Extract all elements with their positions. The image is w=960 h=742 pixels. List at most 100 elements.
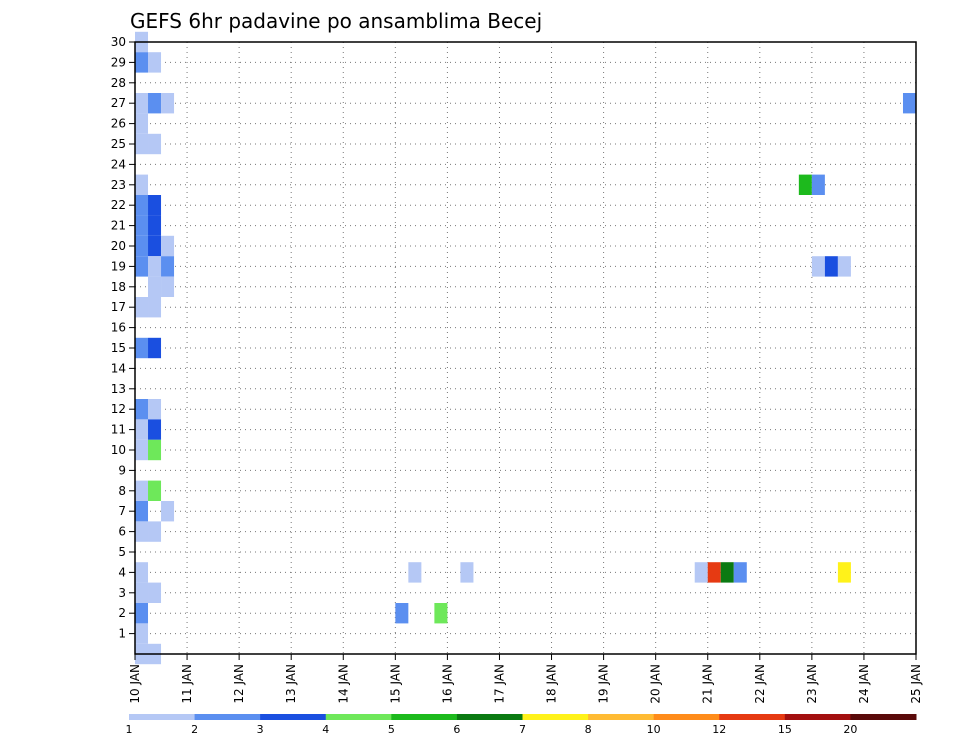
- y-tick-label: 30: [111, 35, 126, 49]
- heatmap-cell: [135, 623, 149, 644]
- heatmap-cell: [460, 562, 474, 583]
- y-tick-label: 5: [118, 545, 126, 559]
- y-tick-label: 7: [118, 504, 126, 518]
- y-tick-label: 28: [111, 76, 126, 90]
- x-tick-label: 16 JAN: [440, 664, 454, 704]
- heatmap-cell: [148, 256, 162, 277]
- heatmap-cell: [161, 235, 175, 257]
- legend-label: 6: [453, 723, 460, 736]
- y-tick-label: 20: [111, 239, 126, 253]
- legend-label: 1: [126, 723, 133, 736]
- x-tick-label: 11 JAN: [180, 664, 194, 704]
- y-tick-label: 8: [118, 484, 126, 498]
- heatmap-cell: [135, 52, 149, 73]
- heatmap-cell: [707, 562, 721, 583]
- legend-swatch: [719, 714, 786, 720]
- x-tick-label: 20 JAN: [649, 664, 663, 704]
- y-tick-label: 6: [118, 525, 126, 539]
- heatmap-cell: [161, 501, 175, 522]
- legend-swatch: [260, 714, 327, 720]
- y-tick-label: 1: [118, 627, 126, 641]
- y-tick-label: 16: [111, 321, 126, 335]
- color-legend: 1 2 3 4 5 6 7 8 10 12 15 20: [126, 714, 917, 736]
- heatmap-cell: [148, 195, 162, 216]
- heatmap-cell: [811, 174, 825, 195]
- legend-swatch: [784, 714, 851, 720]
- y-tick-label: 9: [118, 463, 126, 477]
- heatmap-cell: [135, 195, 149, 216]
- grid-lines: [135, 42, 916, 654]
- x-tick-label: 23 JAN: [805, 664, 819, 704]
- y-tick-label: 2: [118, 606, 126, 620]
- x-tick-label: 10 JAN: [128, 664, 142, 704]
- y-tick-label: 26: [111, 117, 126, 131]
- heatmap-cell: [837, 562, 851, 583]
- heatmap-cell: [720, 562, 734, 583]
- heatmap-cell: [148, 337, 162, 359]
- heatmap-cell: [148, 419, 162, 440]
- legend-label: 10: [647, 723, 661, 736]
- y-tick-label: 22: [111, 198, 126, 212]
- heatmap-cell: [135, 174, 149, 195]
- legend-label: 8: [585, 723, 592, 736]
- x-axis-ticks: 10 JAN 11 JAN 12 JAN 13 JAN 14 JAN 15 JAN 16 J…: [128, 654, 923, 704]
- heatmap-cell: [148, 93, 162, 114]
- legend-label: 20: [843, 723, 857, 736]
- heatmap-cell: [135, 439, 149, 461]
- y-tick-label: 21: [111, 219, 126, 233]
- heatmap-cell: [148, 439, 162, 461]
- x-tick-label: 15 JAN: [388, 664, 402, 704]
- legend-swatch: [325, 714, 392, 720]
- y-tick-label: 3: [118, 586, 126, 600]
- heatmap-cell: [135, 501, 149, 522]
- legend-label: 15: [778, 723, 792, 736]
- x-tick-label: 19 JAN: [597, 664, 611, 704]
- heatmap-cell: [135, 256, 149, 277]
- legend-swatch: [194, 714, 261, 720]
- y-tick-label: 14: [111, 361, 126, 375]
- legend-swatch: [850, 714, 917, 720]
- heatmap-cell: [135, 337, 149, 359]
- heatmap-cell: [148, 582, 162, 603]
- y-tick-label: 4: [118, 565, 126, 579]
- heatmap-cell: [161, 256, 175, 277]
- heatmap-cell: [694, 562, 708, 583]
- heatmap-cell: [135, 297, 149, 318]
- heatmap-cell: [148, 276, 162, 297]
- heatmap-cell: [161, 276, 175, 297]
- y-tick-label: 23: [111, 178, 126, 192]
- heatmap-cell: [811, 256, 825, 277]
- x-tick-label: 22 JAN: [753, 664, 767, 704]
- heatmap-cell: [135, 113, 149, 134]
- y-tick-label: 15: [111, 341, 126, 355]
- x-tick-label: 12 JAN: [232, 664, 246, 704]
- heatmap-cell: [135, 603, 149, 624]
- y-tick-label: 10: [111, 443, 126, 457]
- heatmap-cell: [148, 215, 162, 236]
- heatmap-cell: [135, 562, 149, 583]
- heatmap-cell: [733, 562, 747, 583]
- heatmap-cell: [135, 521, 149, 542]
- legend-label: 5: [388, 723, 395, 736]
- x-tick-label: 18 JAN: [545, 664, 559, 704]
- y-tick-label: 24: [111, 157, 126, 171]
- heatmap-cell: [395, 603, 409, 624]
- y-tick-label: 17: [111, 300, 126, 314]
- x-tick-label: 25 JAN: [909, 664, 923, 704]
- heatmap-cell: [434, 603, 448, 624]
- legend-swatch: [653, 714, 720, 720]
- heatmap-cell: [135, 399, 149, 420]
- heatmap-cell: [135, 480, 149, 501]
- heatmap-cell: [902, 93, 916, 114]
- heatmap-cell: [135, 235, 149, 257]
- chart-title: GEFS 6hr padavine po ansamblima Becej: [130, 9, 542, 33]
- legend-label: 2: [191, 723, 198, 736]
- heatmap-cells: [135, 31, 916, 665]
- legend-swatch: [588, 714, 655, 720]
- y-tick-label: 29: [111, 55, 126, 69]
- x-tick-label: 17 JAN: [492, 664, 506, 704]
- heatmap-cell: [135, 582, 149, 603]
- x-tick-label: 24 JAN: [857, 664, 871, 704]
- heatmap-cell: [148, 133, 162, 155]
